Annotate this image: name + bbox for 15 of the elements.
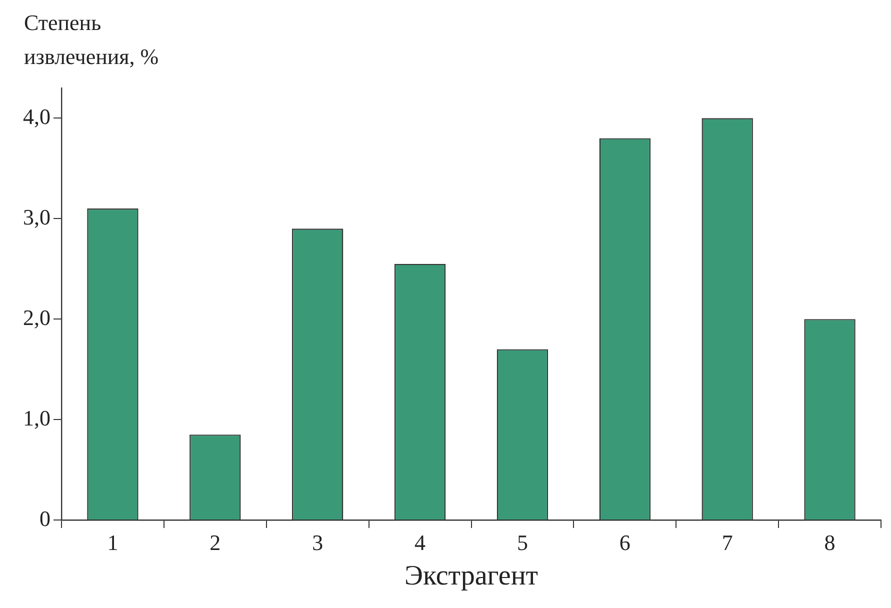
x-tick-label: 2 [210, 530, 221, 555]
y-tick-label: 2,0 [23, 304, 50, 330]
x-tick-label: 3 [312, 530, 324, 555]
y-axis-title: Степень извлечения, % [24, 9, 160, 71]
x-tick-label: 4 [414, 530, 426, 555]
y-tick-label: 0 [40, 506, 50, 531]
x-tick-label: 7 [722, 530, 733, 555]
y-tick-label: 1,0 [23, 405, 50, 430]
x-axis-title: Экстрагент [404, 560, 538, 592]
x-tick-label: 5 [516, 530, 528, 555]
y-tick-label: 4,0 [23, 104, 50, 129]
x-tick-label: 6 [619, 530, 630, 555]
x-tick-label: 8 [824, 530, 836, 555]
x-tick-label: 1 [107, 530, 118, 555]
y-tick-label: 3,0 [23, 204, 50, 230]
